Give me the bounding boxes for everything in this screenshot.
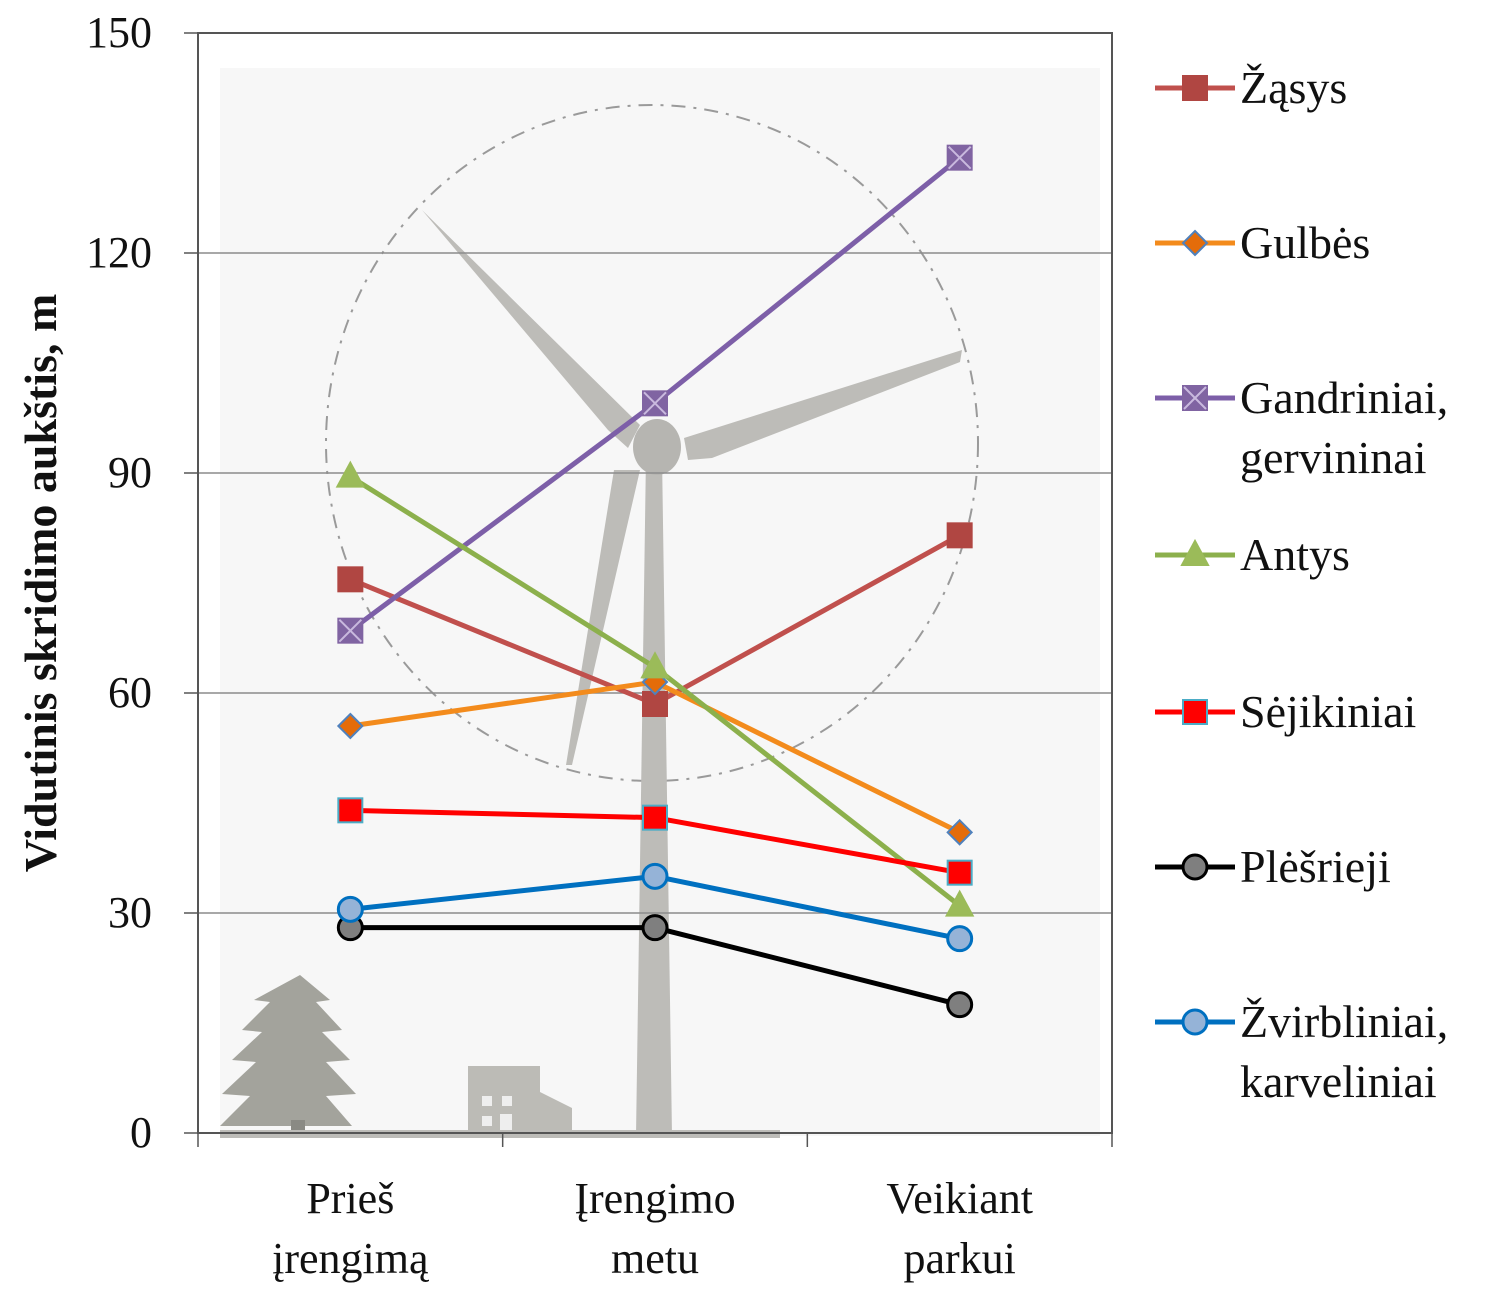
legend-item: Plėšrieji bbox=[1155, 841, 1391, 892]
background-illustration bbox=[220, 68, 1100, 1138]
plot-frame bbox=[197, 32, 1113, 1134]
legend-label: Plėšrieji bbox=[1240, 841, 1391, 892]
data-point bbox=[946, 522, 973, 549]
y-tick-label: 120 bbox=[86, 228, 152, 277]
house-window bbox=[482, 1096, 492, 1106]
data-point-cross bbox=[338, 618, 363, 643]
data-point bbox=[336, 712, 364, 740]
data-point bbox=[946, 925, 974, 953]
x-tick-label: Veikiant parkui bbox=[886, 1174, 1033, 1283]
house-window bbox=[502, 1096, 512, 1106]
data-point bbox=[335, 460, 366, 488]
axes: 0 30 60 90 120 150 Prieš įrengimą Įrengimo metu Ve… bbox=[86, 8, 1113, 1283]
legend-item: Gandriniai, gervininai bbox=[1155, 372, 1448, 483]
y-tick-label: 90 bbox=[108, 448, 152, 497]
series-5 bbox=[337, 797, 973, 886]
legend-label: Gulbės bbox=[1240, 217, 1370, 268]
data-point bbox=[642, 691, 668, 717]
data-point bbox=[946, 859, 973, 886]
data-point bbox=[641, 914, 669, 942]
legend-item: Žąsys bbox=[1155, 62, 1347, 113]
series-6 bbox=[336, 914, 974, 1019]
legend-swatch-marker bbox=[1181, 229, 1209, 257]
rotor-sweep-circle bbox=[325, 104, 979, 782]
data-point-cross bbox=[643, 391, 667, 416]
house-shape bbox=[468, 1066, 572, 1134]
y-axis-label: Vidutinis skridimo aukštis, m bbox=[15, 294, 66, 873]
data-point bbox=[946, 991, 974, 1019]
turbine-blade-right bbox=[684, 350, 962, 460]
turbine-hub bbox=[633, 419, 681, 475]
data-point bbox=[640, 651, 670, 679]
legend-swatch-marker bbox=[1180, 538, 1210, 566]
series-layer bbox=[335, 144, 975, 1019]
legend-item: Žvirbliniai, karveliniai bbox=[1155, 996, 1448, 1107]
data-point-cross bbox=[947, 145, 972, 170]
house-window bbox=[482, 1116, 492, 1126]
house-door bbox=[500, 1114, 512, 1134]
data-point bbox=[944, 889, 975, 917]
series-4 bbox=[335, 460, 975, 917]
y-tick-label: 0 bbox=[130, 1108, 152, 1157]
data-point bbox=[946, 818, 974, 846]
x-tick-label: Prieš įrengimą bbox=[272, 1174, 429, 1283]
data-point bbox=[337, 797, 364, 824]
series-7 bbox=[336, 862, 974, 953]
data-point bbox=[641, 862, 669, 890]
legend-label: Žąsys bbox=[1240, 62, 1347, 113]
legend-label: Antys bbox=[1240, 529, 1350, 580]
legend-item: Sėjikiniai bbox=[1155, 686, 1416, 737]
y-tick-label: 150 bbox=[86, 8, 152, 57]
legend-swatch-marker bbox=[1182, 699, 1208, 725]
legend-label: Gandriniai, gervininai bbox=[1240, 372, 1448, 483]
legend-label: Žvirbliniai, karveliniai bbox=[1240, 996, 1448, 1107]
data-point bbox=[337, 566, 364, 593]
legend-label: Sėjikiniai bbox=[1240, 686, 1416, 737]
x-tick-label: Įrengimo metu bbox=[574, 1174, 735, 1283]
legend-swatch-marker bbox=[1181, 1008, 1209, 1036]
legend-swatch-marker-cross bbox=[1183, 386, 1207, 410]
legend-item: Antys bbox=[1155, 529, 1350, 580]
data-point bbox=[642, 804, 668, 831]
turbine-tower bbox=[636, 455, 672, 1136]
tree-shape bbox=[220, 975, 356, 1126]
legend-swatch-marker bbox=[1181, 853, 1209, 881]
series-3 bbox=[337, 144, 973, 644]
legend-swatch-marker bbox=[1182, 75, 1208, 101]
y-tick-label: 60 bbox=[108, 668, 152, 717]
turbine-blade-upper-left bbox=[422, 210, 640, 448]
data-point bbox=[336, 895, 364, 923]
series-1 bbox=[337, 522, 973, 717]
legend: Žąsys Gulbės Gandriniai, gervininai Antys Sėj… bbox=[1155, 62, 1448, 1107]
y-tick-label: 30 bbox=[108, 888, 152, 937]
legend-item: Gulbės bbox=[1155, 217, 1370, 268]
